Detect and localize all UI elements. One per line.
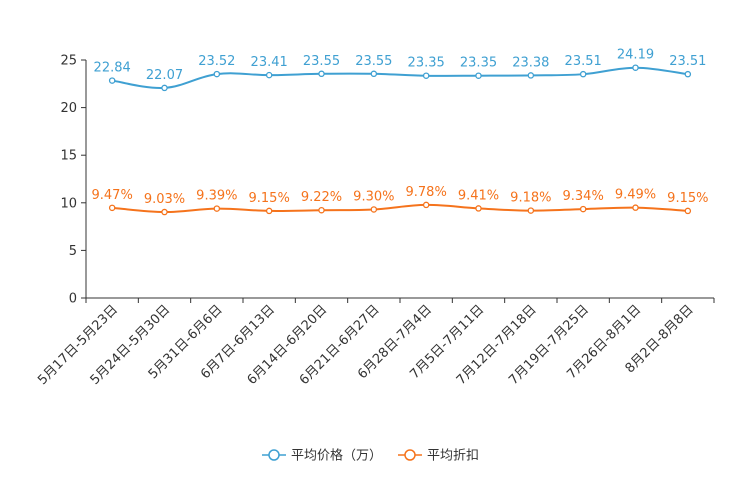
data-label: 23.51 — [669, 54, 706, 69]
axes: 05101520255月17日-5月23日5月24日-5月30日5月31日-6月… — [35, 54, 715, 388]
data-point — [579, 70, 587, 78]
y-tick-label: 25 — [60, 54, 77, 69]
data-point — [265, 71, 273, 79]
data-label: 9.47% — [92, 188, 133, 203]
data-label: 23.52 — [198, 54, 235, 69]
data-point — [213, 70, 221, 78]
data-label: 9.78% — [406, 185, 447, 200]
data-label: 9.03% — [144, 192, 185, 207]
data-label: 23.55 — [355, 54, 392, 69]
data-label: 23.55 — [303, 54, 340, 69]
data-label: 9.39% — [196, 189, 237, 204]
legend-marker — [404, 449, 416, 461]
data-point — [318, 206, 325, 214]
series-line — [112, 66, 688, 89]
data-point — [161, 208, 168, 216]
data-point — [318, 70, 325, 78]
y-tick-label: 5 — [69, 244, 77, 259]
data-point — [684, 207, 692, 215]
data-label: 9.41% — [458, 188, 499, 203]
data-label: 23.38 — [512, 55, 549, 70]
data-point — [475, 205, 482, 212]
data-point — [475, 72, 482, 79]
data-label: 23.35 — [460, 56, 497, 71]
data-label: 9.18% — [510, 191, 551, 206]
data-point — [684, 70, 692, 78]
data-point — [370, 206, 378, 213]
data-label: 22.84 — [94, 61, 131, 76]
legend-label: 平均价格（万） — [291, 448, 382, 464]
data-point — [213, 205, 221, 212]
data-point — [161, 84, 168, 92]
y-tick-label: 0 — [69, 292, 77, 307]
series-layer: 22.84 22.07 23.52 23.41 23.55 23.55 23.35 23.35… — [92, 48, 708, 216]
data-label: 23.51 — [565, 54, 602, 69]
data-point — [632, 204, 639, 211]
data-point — [370, 70, 378, 78]
legend-item-1: 平均折扣 — [398, 449, 479, 464]
data-label: 9.15% — [249, 191, 290, 206]
data-label: 9.49% — [615, 188, 656, 203]
data-label: 9.22% — [301, 190, 342, 205]
legend-label: 平均折扣 — [427, 449, 479, 464]
series-line — [112, 203, 688, 214]
legend-marker — [268, 449, 280, 461]
data-label: 22.07 — [146, 68, 183, 83]
data-label: 9.30% — [353, 189, 394, 204]
data-point — [632, 64, 639, 71]
data-label: 23.35 — [408, 56, 445, 71]
data-point — [108, 77, 116, 84]
data-point — [265, 207, 273, 215]
data-point — [108, 204, 116, 212]
data-label: 9.34% — [563, 189, 604, 204]
y-tick-label: 10 — [60, 196, 77, 211]
legend-item-0: 平均价格（万） — [262, 448, 382, 464]
data-point — [422, 72, 430, 79]
data-label: 9.15% — [667, 191, 708, 206]
data-point — [527, 207, 535, 214]
series-0: 22.84 22.07 23.52 23.41 23.55 23.55 23.35 23.35… — [94, 48, 706, 92]
data-point — [579, 205, 587, 213]
series-1: 9.47% 9.03% 9.39% 9.15% 9.22% 9.30% 9.78% 9.41%… — [92, 185, 708, 216]
data-point — [527, 72, 535, 79]
legend: 平均价格（万） 平均折扣 — [262, 448, 479, 464]
data-label: 23.41 — [251, 55, 288, 70]
y-tick-label: 15 — [60, 149, 77, 164]
y-tick-label: 20 — [60, 101, 77, 116]
data-label: 24.19 — [617, 48, 654, 63]
data-point — [422, 201, 430, 209]
